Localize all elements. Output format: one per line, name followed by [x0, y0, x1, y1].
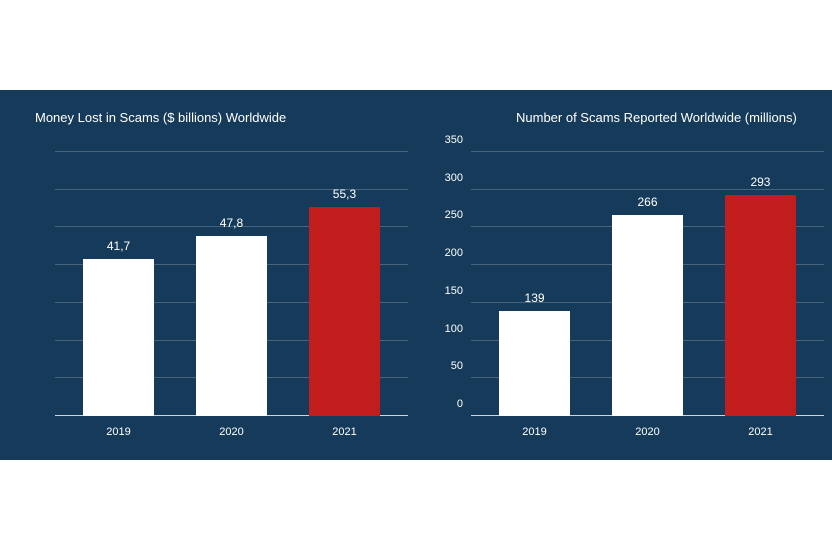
- y-tick-label: 250: [445, 209, 471, 221]
- bar-value-label: 55,3: [333, 187, 356, 207]
- bar-value-label: 41,7: [107, 239, 130, 259]
- bar: 41,7: [83, 259, 154, 416]
- x-tick-label: 2020: [219, 416, 243, 438]
- chart-title: Number of Scams Reported Worldwide (mill…: [516, 110, 797, 125]
- bar: 139: [499, 311, 570, 416]
- y-tick-label: 0: [457, 398, 471, 410]
- bar-slot: 2932021: [725, 152, 796, 416]
- bar-slot: 47,82020: [196, 152, 267, 416]
- bar: 266: [612, 215, 683, 416]
- x-tick-label: 2020: [635, 416, 659, 438]
- chart-title: Money Lost in Scams ($ billions) Worldwi…: [35, 110, 286, 125]
- plot-area: 41,72019 47,82020 55,32021: [55, 152, 408, 416]
- x-tick-label: 2021: [332, 416, 356, 438]
- x-tick-label: 2019: [106, 416, 130, 438]
- x-tick-label: 2021: [748, 416, 772, 438]
- bar-value-label: 266: [637, 195, 657, 215]
- money-lost-chart: Money Lost in Scams ($ billions) Worldwi…: [0, 90, 416, 460]
- bar: 55,3: [309, 207, 380, 416]
- bar-value-label: 293: [750, 175, 770, 195]
- plot-area: 0501001502002503003501392019266202029320…: [471, 152, 824, 416]
- bar-value-label: 47,8: [220, 216, 243, 236]
- bar-slot: 2662020: [612, 152, 683, 416]
- y-tick-label: 300: [445, 172, 471, 184]
- bar-slot: 41,72019: [83, 152, 154, 416]
- scams-reported-chart: Number of Scams Reported Worldwide (mill…: [416, 90, 832, 460]
- y-tick-label: 200: [445, 247, 471, 259]
- charts-panel: Money Lost in Scams ($ billions) Worldwi…: [0, 90, 832, 460]
- y-tick-label: 350: [445, 134, 471, 146]
- bar-value-label: 139: [525, 291, 545, 311]
- bar: 293: [725, 195, 796, 416]
- bar-slot: 55,32021: [309, 152, 380, 416]
- y-tick-label: 150: [445, 285, 471, 297]
- bar-slot: 1392019: [499, 152, 570, 416]
- y-tick-label: 100: [445, 323, 471, 335]
- bar: 47,8: [196, 236, 267, 416]
- x-tick-label: 2019: [522, 416, 546, 438]
- y-tick-label: 50: [451, 360, 471, 372]
